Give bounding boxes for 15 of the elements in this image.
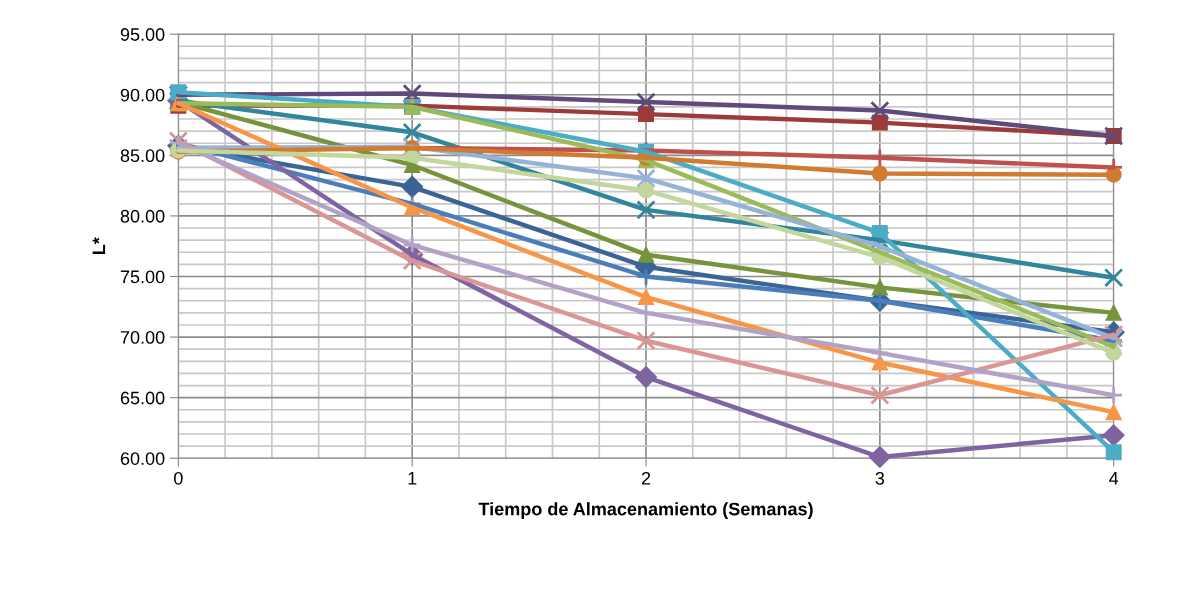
x-axis-title: Tiempo de Almacenamiento (Semanas) [478, 502, 813, 519]
y-tick-label: 65.00 [120, 391, 165, 405]
y-tick-label: 70.00 [120, 331, 165, 344]
y-tick-label: 95.00 [120, 28, 165, 41]
y-tick-label: 90.00 [120, 88, 165, 102]
x-tick-label: 1 [408, 472, 417, 485]
y-tick-label: 80.00 [120, 209, 165, 223]
y-axis-title: L* [92, 237, 106, 255]
x-tick-label: 0 [174, 471, 183, 485]
y-tick-label: 75.00 [120, 270, 165, 284]
y-tick-label: 60.00 [120, 452, 165, 465]
x-tick-label: 2 [641, 471, 651, 485]
x-tick-label: 4 [1109, 472, 1119, 485]
x-tick-label: 3 [875, 471, 885, 485]
y-tick-label: 85.00 [120, 149, 165, 163]
